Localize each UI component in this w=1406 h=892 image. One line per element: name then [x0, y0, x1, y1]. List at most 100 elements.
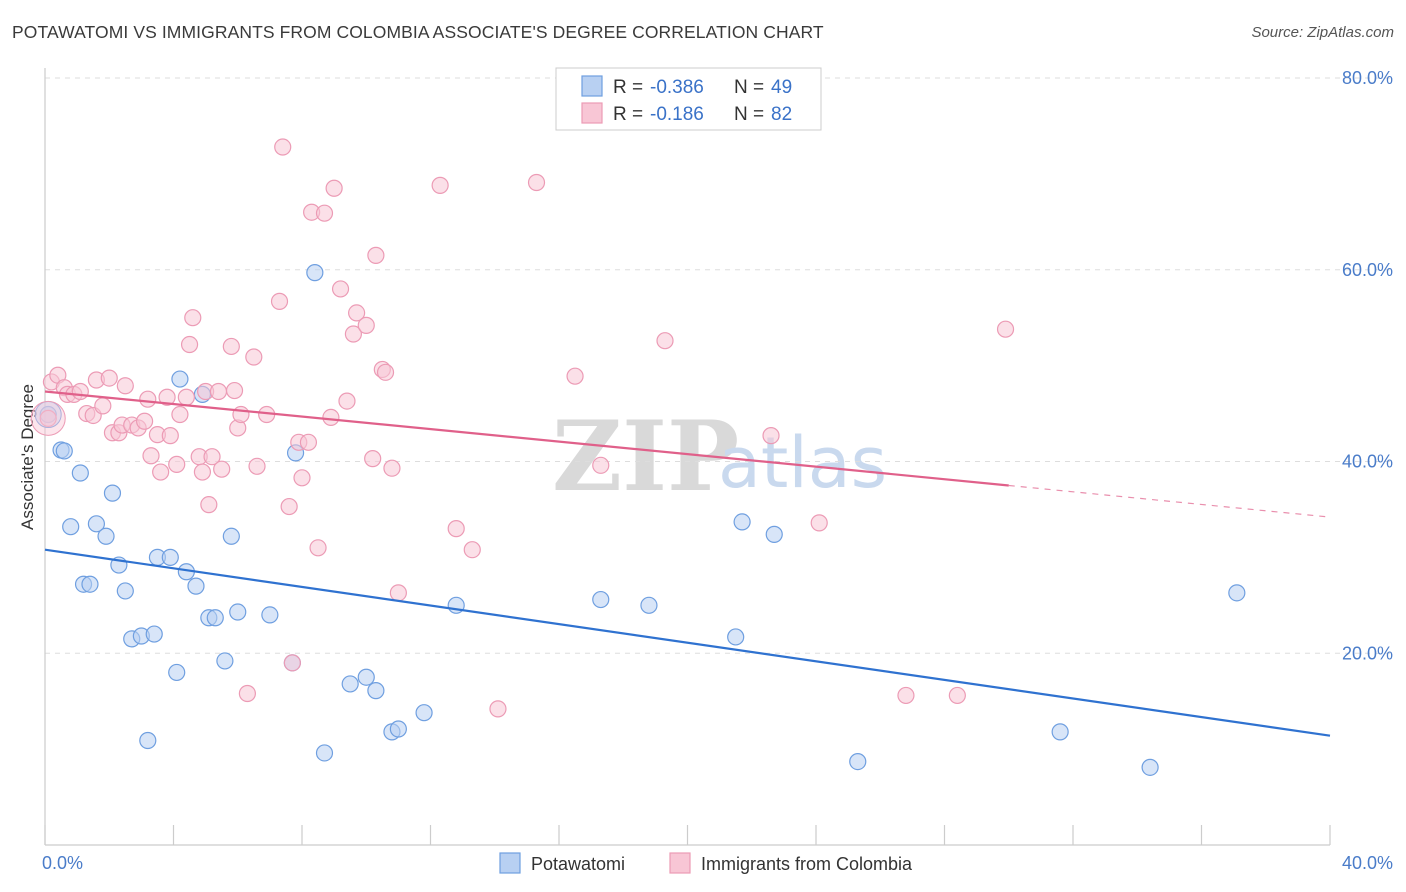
- y-axis-label: Associate's Degree: [18, 384, 37, 530]
- colombia-point-80: [996, 320, 1015, 338]
- potawatomi-point-38: [415, 704, 433, 722]
- legend-n-label-2: N =: [734, 104, 764, 125]
- y-tick-label-20: 20.0%: [1342, 643, 1393, 663]
- potawatomi-point-28: [261, 606, 279, 624]
- potawatomi-point-33: [341, 675, 359, 693]
- colombia-cluster-marker: [30, 400, 66, 436]
- bottom-legend-swatch-potawatomi: [499, 852, 521, 874]
- potawatomi-point-41: [640, 596, 658, 614]
- colombia-point-69: [447, 520, 465, 538]
- trend-line-dashed-1: [1008, 484, 1331, 518]
- colombia-point-78: [897, 686, 915, 705]
- colombia-point-73: [566, 367, 584, 385]
- colombia-point-76: [762, 427, 780, 445]
- colombia-point-11: [100, 369, 118, 387]
- bottom-legend-colombia: Immigrants from Colombia: [701, 854, 913, 874]
- potawatomi-point-45: [849, 752, 867, 771]
- legend-swatch-potawatomi: [581, 75, 603, 97]
- bottom-legend-swatch-colombia: [669, 852, 691, 874]
- colombia-point-31: [193, 463, 212, 481]
- legend-r-label-2: R =: [613, 104, 643, 125]
- potawatomi-point-18: [168, 663, 186, 682]
- colombia-point-45: [270, 292, 289, 310]
- potawatomi-point-7: [87, 515, 106, 533]
- colombia-point-61: [357, 316, 375, 334]
- colombia-point-25: [168, 455, 186, 473]
- colombia-point-34: [203, 448, 221, 466]
- grid: [45, 77, 1392, 654]
- legend-r-label-1: R =: [613, 77, 643, 98]
- axes: [44, 68, 1331, 846]
- colombia-point-19: [139, 390, 157, 408]
- colombia-point-35: [209, 382, 228, 401]
- colombia-point-55: [322, 408, 340, 426]
- colombia-point-59: [344, 325, 362, 343]
- potawatomi-point-40: [592, 590, 610, 609]
- colombia-point-18: [135, 412, 154, 430]
- colombia-point-28: [180, 335, 199, 354]
- colombia-point-66: [383, 459, 401, 477]
- potawatomi-point-48: [1228, 584, 1246, 602]
- watermark-atlas: atlas: [718, 422, 887, 504]
- series-colombia-points: [30, 138, 1015, 718]
- colombia-point-58: [338, 392, 356, 410]
- colombia-point-77: [810, 514, 828, 532]
- colombia-point-70: [463, 541, 481, 559]
- colombia-point-48: [283, 654, 301, 672]
- potawatomi-point-37: [389, 720, 407, 738]
- potawatomi-point-47: [1141, 758, 1159, 776]
- potawatomi-point-3: [62, 518, 80, 536]
- potawatomi-point-46: [1051, 723, 1069, 741]
- colombia-point-41: [238, 684, 256, 703]
- series-potawatomi-points: [34, 264, 1246, 776]
- colombia-point-72: [527, 173, 546, 192]
- potawatomi-point-8: [97, 527, 115, 545]
- potawatomi-point-9: [103, 484, 122, 502]
- colombia-point-71: [489, 700, 507, 718]
- y-tick-label-40: 40.0%: [1342, 452, 1393, 472]
- colombia-point-42: [245, 348, 263, 366]
- colombia-point-38: [225, 381, 244, 400]
- chart-title: POTAWATOMI VS IMMIGRANTS FROM COLOMBIA A…: [12, 22, 824, 42]
- colombia-point-23: [158, 388, 176, 406]
- colombia-point-79: [948, 686, 966, 705]
- bottom-legend-potawatomi: Potawatomi: [531, 854, 625, 874]
- colombia-point-10: [94, 397, 112, 415]
- colombia-point-63: [367, 246, 385, 264]
- source-label: Source: ZipAtlas.com: [1251, 24, 1394, 41]
- potawatomi-point-25: [216, 652, 234, 670]
- potawatomi-point-35: [367, 682, 385, 700]
- colombia-point-74: [592, 456, 610, 474]
- colombia-point-62: [364, 450, 382, 468]
- potawatomi-point-43: [733, 513, 751, 531]
- y-tick-label-60: 60.0%: [1342, 260, 1393, 280]
- potawatomi-point-27: [229, 603, 247, 621]
- potawatomi-point-32: [315, 744, 334, 762]
- colombia-point-29: [184, 309, 202, 327]
- colombia-point-51: [299, 433, 318, 451]
- colombia-point-75: [656, 332, 674, 350]
- legend-n-value-1: 49: [771, 77, 792, 98]
- colombia-point-47: [280, 497, 298, 516]
- legend-swatch-colombia: [581, 102, 603, 124]
- colombia-point-37: [222, 337, 240, 356]
- colombia-point-54: [315, 204, 334, 222]
- colombia-point-36: [213, 460, 231, 478]
- colombia-point-67: [389, 584, 407, 602]
- colombia-point-43: [248, 457, 266, 475]
- potawatomi-point-42: [727, 628, 745, 646]
- potawatomi-point-15: [145, 625, 163, 643]
- colombia-point-60: [348, 304, 366, 322]
- potawatomi-point-6: [81, 575, 99, 593]
- trend-line-0: [44, 548, 1331, 737]
- legend-n-label-1: N =: [734, 77, 764, 98]
- colombia-point-65: [376, 363, 395, 381]
- legend-box: R = -0.386 N = 49 R = -0.186 N = 82: [555, 67, 822, 131]
- potawatomi-point-21: [187, 577, 205, 595]
- potawatomi-point-24: [206, 609, 224, 627]
- potawatomi-point-26: [222, 527, 240, 545]
- potawatomi-point-14: [139, 731, 157, 750]
- colombia-point-22: [152, 463, 170, 481]
- colombia-point-50: [293, 469, 311, 487]
- colombia-point-20: [142, 447, 160, 465]
